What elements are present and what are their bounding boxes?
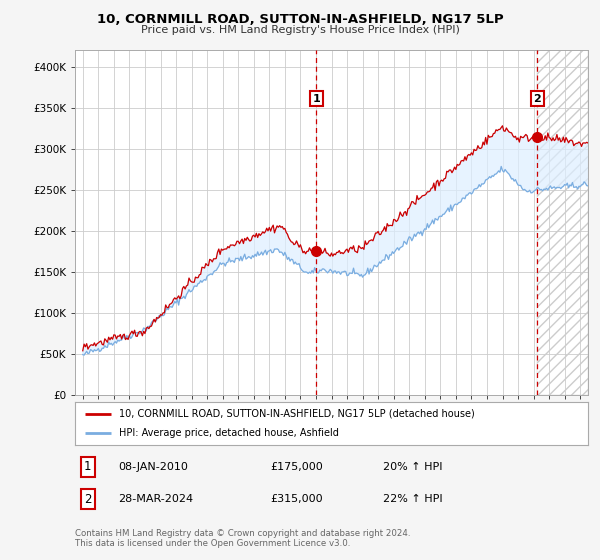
Text: 2: 2 [533,94,541,104]
Text: £175,000: £175,000 [270,462,323,472]
Text: 1: 1 [84,460,92,473]
Text: 10, CORNMILL ROAD, SUTTON-IN-ASHFIELD, NG17 5LP: 10, CORNMILL ROAD, SUTTON-IN-ASHFIELD, N… [97,13,503,26]
Text: 1: 1 [313,94,320,104]
Text: 10, CORNMILL ROAD, SUTTON-IN-ASHFIELD, NG17 5LP (detached house): 10, CORNMILL ROAD, SUTTON-IN-ASHFIELD, N… [119,409,475,419]
Text: Price paid vs. HM Land Registry's House Price Index (HPI): Price paid vs. HM Land Registry's House … [140,25,460,35]
Text: 20% ↑ HPI: 20% ↑ HPI [383,462,442,472]
Text: 2: 2 [84,493,92,506]
Text: 22% ↑ HPI: 22% ↑ HPI [383,494,442,504]
Text: Contains HM Land Registry data © Crown copyright and database right 2024.
This d: Contains HM Land Registry data © Crown c… [75,529,410,548]
Text: 28-MAR-2024: 28-MAR-2024 [119,494,194,504]
Text: HPI: Average price, detached house, Ashfield: HPI: Average price, detached house, Ashf… [119,428,338,438]
Text: £315,000: £315,000 [270,494,323,504]
Text: 08-JAN-2010: 08-JAN-2010 [119,462,188,472]
